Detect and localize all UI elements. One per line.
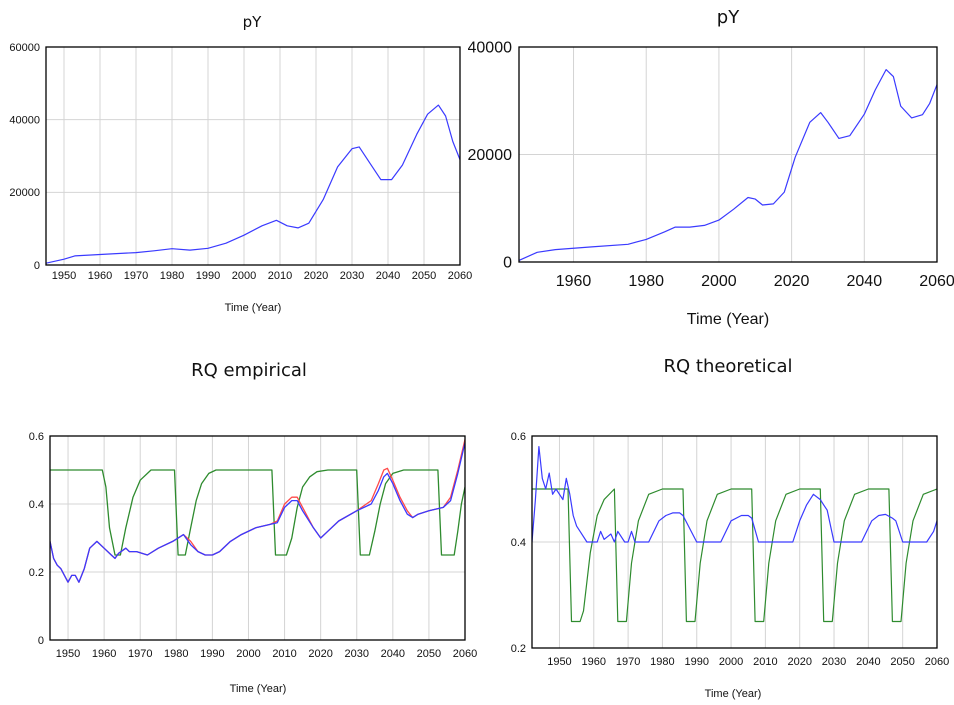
y-tick-label: 0	[503, 255, 512, 272]
chart-title: RQ empirical	[191, 360, 307, 381]
x-tick-label: 1960	[556, 273, 592, 290]
y-tick-label: 40000	[468, 40, 513, 57]
x-axis-label: Time (Year)	[230, 683, 287, 695]
series-group	[519, 68, 937, 261]
x-tick-label: 1970	[128, 648, 152, 660]
x-tick-label: 1950	[56, 648, 80, 660]
grid	[50, 436, 465, 640]
x-tick-label: 2020	[308, 648, 332, 660]
x-tick-label: 1990	[196, 270, 220, 282]
x-tick-label: 1960	[88, 270, 112, 282]
y-tick-label: 0.6	[511, 431, 526, 443]
series-line-2	[532, 446, 937, 543]
plot-frame	[518, 46, 938, 263]
x-tick-label: 1960	[582, 656, 606, 668]
x-tick-label: 2010	[753, 656, 777, 668]
y-tick-label: 0.2	[511, 643, 526, 655]
plot-area	[46, 47, 460, 265]
series-line-1	[46, 104, 460, 264]
x-axis-label: Time (Year)	[705, 688, 762, 700]
series-group	[46, 104, 460, 264]
chart-title: pY	[717, 7, 740, 28]
x-tick-label: 2050	[417, 648, 441, 660]
plot-frame	[531, 435, 938, 649]
y-tick-label: 0.4	[511, 537, 526, 549]
chart-rq-theoretical: RQ theoretical 1950 1960 1970 1980 1990 2000 20…	[511, 356, 950, 700]
series-line-1	[50, 469, 465, 556]
x-tick-label: 2050	[412, 270, 436, 282]
x-tick-label: 1980	[160, 270, 184, 282]
x-tick-label: 2060	[448, 270, 472, 282]
x-tick-label: 2060	[919, 273, 954, 290]
series-line-3	[50, 442, 465, 583]
y-tick-label: 0.6	[29, 431, 44, 443]
y-tick-label: 20000	[9, 187, 40, 199]
x-tick-label: 1980	[650, 656, 674, 668]
chart-title: pY	[243, 13, 263, 31]
x-tick-label: 1970	[616, 656, 640, 668]
x-tick-label: 1950	[547, 656, 571, 668]
chart-rq-empirical: RQ empirical 1950 1960 1970 1980 1990 2000 2010…	[29, 360, 478, 695]
x-tick-label: 2020	[774, 273, 810, 290]
grid	[46, 47, 460, 265]
x-tick-label: 1990	[685, 656, 709, 668]
y-tick-label: 0.2	[29, 567, 44, 579]
x-tick-label: 2000	[719, 656, 743, 668]
x-tick-label: 1990	[200, 648, 224, 660]
x-tick-label: 2030	[340, 270, 364, 282]
chart-title: RQ theoretical	[663, 356, 792, 377]
x-tick-labels: 1950 1960 1970 1980 1990 2000 2010 2020 2030 2040…	[52, 270, 472, 282]
x-tick-label: 2040	[381, 648, 405, 660]
x-tick-label: 2060	[453, 648, 477, 660]
x-tick-labels: 1950 1960 1970 1980 1990 2000 2010 2020 2030 2040…	[547, 656, 949, 668]
plot-frame	[49, 435, 466, 641]
x-tick-label: 2040	[847, 273, 883, 290]
x-tick-label: 2050	[890, 656, 914, 668]
x-tick-label: 2030	[344, 648, 368, 660]
y-tick-labels: 0 0.2 0.4 0.6	[29, 431, 44, 647]
x-tick-labels: 1960 1980 2000 2020 2040 2060	[556, 273, 954, 290]
y-tick-label: 0	[38, 635, 44, 647]
y-tick-label: 60000	[9, 42, 40, 54]
y-tick-label: 0	[34, 260, 40, 272]
x-tick-label: 2060	[925, 656, 949, 668]
series-line-1	[532, 488, 937, 623]
x-tick-label: 2010	[272, 648, 296, 660]
grid	[519, 47, 937, 262]
plot-frame	[45, 46, 461, 266]
x-tick-label: 1980	[164, 648, 188, 660]
x-tick-label: 2040	[376, 270, 400, 282]
y-tick-labels: 0 20000 40000	[468, 40, 513, 272]
x-tick-label: 2020	[787, 656, 811, 668]
x-tick-label: 2040	[856, 656, 880, 668]
x-tick-label: 2000	[701, 273, 737, 290]
x-tick-label: 2030	[822, 656, 846, 668]
x-tick-label: 1980	[628, 273, 664, 290]
chart-py-left: pY 1950 1960 1970 1980 1990 2000 2010 2020 2030 20…	[9, 13, 472, 314]
y-tick-label: 0.4	[29, 499, 44, 511]
series-group	[532, 446, 937, 623]
x-tick-label: 1950	[52, 270, 76, 282]
x-tick-label: 2010	[268, 270, 292, 282]
x-tick-label: 2020	[304, 270, 328, 282]
y-tick-labels: 0.2 0.4 0.6	[511, 431, 526, 655]
x-axis-label: Time (Year)	[225, 302, 282, 314]
chart-py-right: pY 1960 1980 2000 2020 2040 2060 0 20000 40000 Tim…	[468, 7, 954, 328]
y-tick-labels: 0 20000 40000 60000	[9, 42, 40, 272]
x-tick-label: 1960	[92, 648, 116, 660]
y-tick-label: 20000	[468, 147, 513, 164]
x-tick-label: 2000	[236, 648, 260, 660]
plot-area	[50, 436, 465, 640]
series-group	[50, 439, 465, 583]
series-line-1	[519, 68, 937, 261]
x-tick-label: 1970	[124, 270, 148, 282]
x-axis-label: Time (Year)	[687, 311, 769, 328]
x-tick-labels: 1950 1960 1970 1980 1990 2000 2010 2020 2030 2040…	[56, 648, 477, 660]
x-tick-label: 2000	[232, 270, 256, 282]
y-tick-label: 40000	[9, 115, 40, 127]
